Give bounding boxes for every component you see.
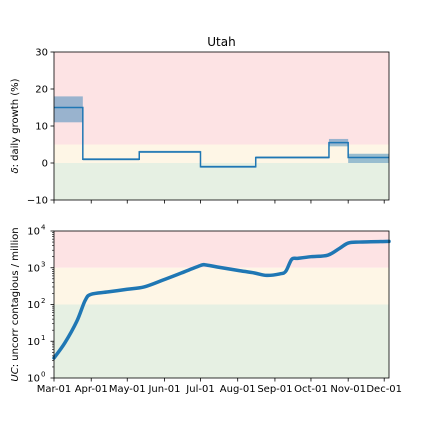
x-tick-label: Dec-01 [366, 384, 402, 395]
top-zone-yellow [54, 144, 389, 163]
contagious-line [52, 239, 391, 360]
x-tick-label: Apr-01 [75, 384, 108, 395]
top-y-axis-text: : daily growth (%) [10, 78, 21, 167]
y-tick-label: −10 [27, 196, 48, 207]
x-tick-label: May-01 [109, 384, 146, 395]
y-tick-label: 20 [35, 85, 48, 96]
y-tick-label: 10 [27, 300, 40, 311]
x-tick-label: Mar-01 [37, 384, 72, 395]
x-tick-label: Jul-01 [185, 384, 214, 395]
top-y-axis-symbol: δ [10, 167, 21, 173]
x-tick-label: Jun-01 [147, 384, 180, 395]
growth-ci-band [348, 153, 389, 163]
y-tick-exponent: 2 [41, 297, 45, 305]
y-tick-label: 30 [35, 48, 48, 59]
y-tick-exponent: 3 [41, 260, 45, 268]
y-tick-label: 10 [27, 374, 40, 385]
y-tick-label: 0 [42, 159, 48, 170]
x-tick-label: Aug-01 [220, 384, 256, 395]
y-tick-exponent: 0 [41, 371, 45, 379]
x-tick-label: Sep-01 [257, 384, 292, 395]
growth-rate-panel: −10 0 10 20 30 Utah δ: daily growth (%) [10, 35, 390, 207]
y-tick-label: 10 [27, 337, 40, 348]
bottom-y-axis-text: : uncorr contagious / million [10, 227, 21, 367]
bottom-zone-yellow [54, 267, 389, 305]
bottom-y-axis-label: UC: uncorr contagious / million [10, 227, 21, 381]
y-tick-exponent: 1 [41, 334, 45, 342]
bottom-zone-red [54, 231, 389, 268]
x-tick-label: Oct-01 [294, 384, 328, 395]
y-tick-label: 10 [35, 122, 48, 133]
top-zone-red [54, 52, 389, 145]
growth-step-line [54, 106, 389, 168]
y-tick-label: 10 [27, 227, 40, 238]
bottom-y-axis-symbol: UC [10, 367, 21, 381]
y-tick-exponent: 4 [41, 224, 46, 232]
top-zone-green [54, 163, 389, 200]
bottom-zone-green [54, 304, 389, 378]
growth-ci-band [54, 96, 83, 123]
y-tick-label: 10 [27, 263, 40, 274]
top-y-axis-label: δ: daily growth (%) [10, 78, 21, 173]
chart-title: Utah [207, 35, 235, 49]
x-tick-label: Nov-01 [330, 384, 366, 395]
